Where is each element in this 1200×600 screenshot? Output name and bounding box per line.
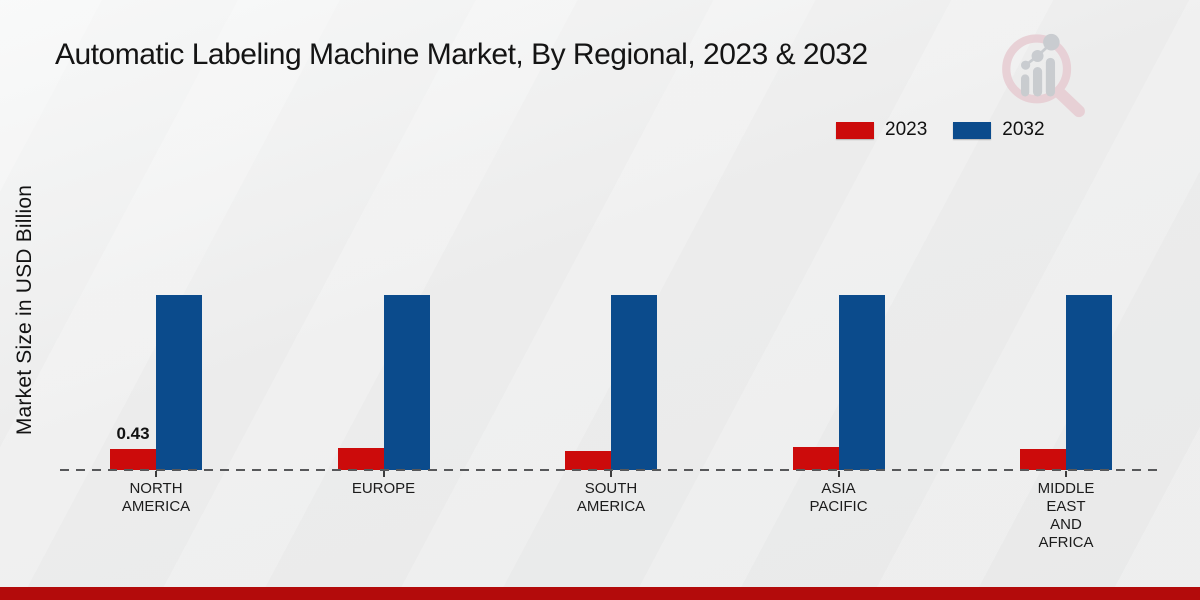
legend-label-2023: 2023 <box>885 119 928 140</box>
category-label-asia-pacific: ASIA PACIFIC <box>809 480 868 515</box>
bar-2032-south-america <box>611 295 657 470</box>
logo-dot-large-icon <box>1043 33 1060 51</box>
bar-2023-asia-pacific <box>792 447 839 470</box>
bar-2023-south-america <box>565 451 611 470</box>
legend-swatch-2032 <box>953 121 992 139</box>
x-axis-tick-middle-east-and-africa <box>1065 471 1067 477</box>
x-axis-tick-south-america <box>610 471 612 477</box>
bar-2032-asia-pacific <box>838 295 885 470</box>
legend-swatch-2023 <box>836 121 874 139</box>
bar-2023-north-america <box>110 449 156 470</box>
logo-bar-medium-icon <box>1032 67 1043 97</box>
logo-bar-small-icon <box>1021 74 1030 97</box>
legend-item-2032: 2032 <box>953 119 1045 141</box>
magnifier-ring-icon <box>1002 34 1072 104</box>
x-axis-tick-europe <box>382 471 385 477</box>
legend-label-2032: 2032 <box>1002 119 1045 140</box>
bar-2023-europe <box>337 448 384 470</box>
bar-2023-middle-east-and-africa <box>1020 449 1066 470</box>
x-axis-tick-north-america <box>155 471 157 477</box>
category-label-south-america: SOUTH AMERICA <box>576 480 646 515</box>
logo-dot-small-icon <box>1021 60 1031 70</box>
bar-2032-middle-east-and-africa <box>1066 295 1112 470</box>
value-label-north-america-2023: 0.43 <box>116 424 150 443</box>
bar-2032-europe <box>383 295 430 470</box>
category-label-europe: EUROPE <box>351 480 416 497</box>
x-axis-baseline <box>60 469 1160 471</box>
category-label-north-america: NORTH AMERICA <box>121 480 191 515</box>
logo-bar-large-icon <box>1045 57 1056 97</box>
footer-accent-bar <box>0 587 1200 600</box>
magnifier-handle-icon <box>1053 86 1085 118</box>
legend-item-2023: 2023 <box>836 119 927 141</box>
category-label-middle-east-and-africa: MIDDLE EAST AND AFRICA <box>1037 480 1095 551</box>
logo-dot-medium-icon <box>1031 50 1044 62</box>
market-research-future-logo-watermark <box>1002 33 1085 118</box>
legend: 2023 2032 <box>836 119 1045 141</box>
bar-2032-north-america <box>156 295 202 470</box>
x-axis-tick-asia-pacific <box>837 471 840 477</box>
chart-title: Automatic Labeling Machine Market, By Re… <box>55 38 868 71</box>
